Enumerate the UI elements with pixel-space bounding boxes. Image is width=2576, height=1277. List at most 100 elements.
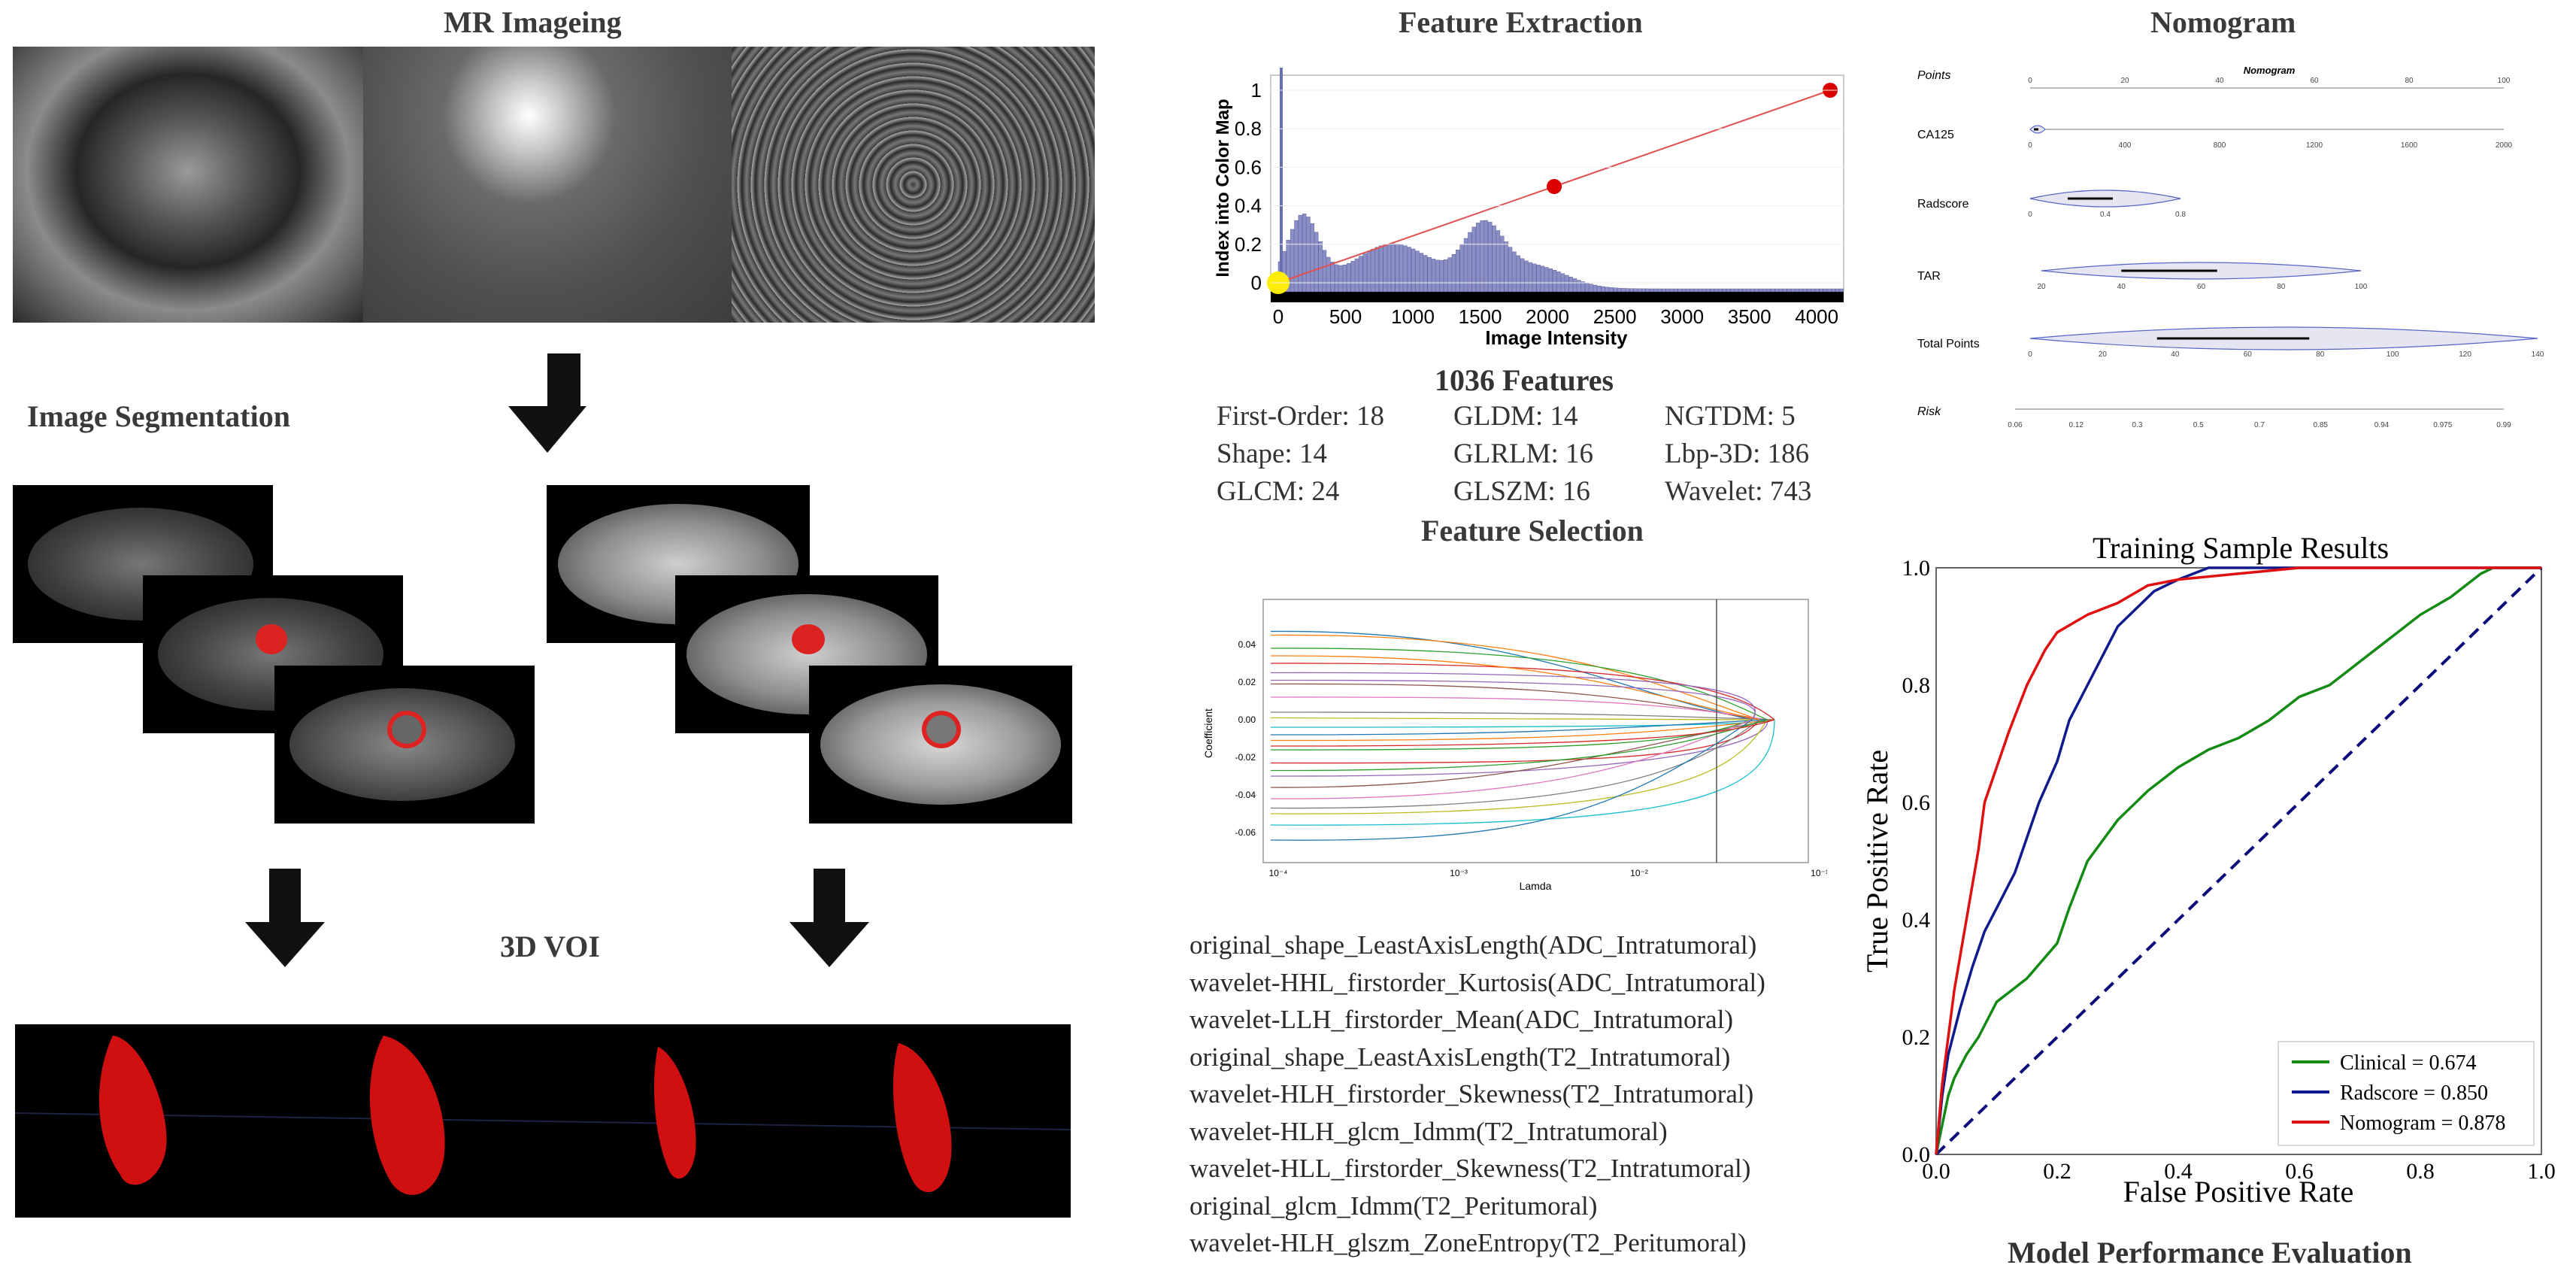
nomogram-tick-label: 20 xyxy=(2037,283,2046,291)
x-tick-label: 3500 xyxy=(1728,305,1771,328)
histogram-bar xyxy=(1556,271,1561,293)
histogram-bar xyxy=(1286,240,1290,293)
feature-group: GLSZM: 16 xyxy=(1453,476,1590,507)
histogram-bar xyxy=(1742,288,1747,293)
nomogram-row-label: Radscore xyxy=(1917,198,1969,211)
feature-groups: First-Order: 18 GLDM: 14 NGTDM: 5 Shape:… xyxy=(1217,400,1848,513)
selected-feature: wavelet-HHL_firstorder_Kurtosis(ADC_Intr… xyxy=(1190,967,1765,997)
histogram-bar xyxy=(1391,243,1396,293)
y-tick-label: 1 xyxy=(1251,79,1262,102)
y-axis-label: Coefficient xyxy=(1202,708,1214,758)
y-tick-label: -0.02 xyxy=(1235,752,1256,763)
selected-feature: wavelet-HLH_glcm_Idmm(T2_Intratumoral) xyxy=(1190,1116,1668,1146)
coefficient-path xyxy=(1270,634,1760,720)
legend-label: Radscore = 0.850 xyxy=(2340,1081,2488,1105)
histogram-bar xyxy=(1459,244,1464,293)
feature-group: Shape: 14 xyxy=(1217,438,1327,469)
y-axis-label: True Positive Rate xyxy=(1865,750,1894,972)
coefficient-path xyxy=(1270,711,1775,720)
histogram-bar xyxy=(1314,232,1319,293)
colormap-bar xyxy=(1271,292,1844,302)
nomogram-tick-label: 0.12 xyxy=(2069,421,2084,429)
histogram-bar xyxy=(1762,288,1767,293)
histogram-bar xyxy=(1819,288,1823,293)
coefficient-path xyxy=(1270,719,1775,747)
x-tick-label: 10⁻¹ xyxy=(1811,868,1827,878)
nomogram-tick-label: 0.4 xyxy=(2100,211,2111,219)
histogram-bar xyxy=(1637,288,1642,293)
histogram-bar xyxy=(1621,288,1626,293)
histogram-bar xyxy=(1593,284,1598,293)
histogram-bar xyxy=(1399,244,1404,293)
histogram-bar xyxy=(1471,226,1476,293)
nomogram-tick-label: 40 xyxy=(2215,77,2224,85)
histogram-bar xyxy=(1572,278,1577,293)
feature-group: GLCM: 24 xyxy=(1217,476,1340,507)
nomogram-tick-label: 0.5 xyxy=(2193,421,2204,429)
nomogram-tick-label: 0.975 xyxy=(2433,421,2452,429)
histogram-bar xyxy=(1500,235,1505,293)
histogram-bar xyxy=(1524,260,1529,293)
histogram-bar xyxy=(1411,248,1416,293)
selected-features-list: original_shape_LeastAxisLength(ADC_Intra… xyxy=(1190,927,1765,1262)
histogram-bar xyxy=(1439,259,1444,293)
voi-render xyxy=(14,1036,1071,1195)
roc-curve xyxy=(1935,566,2541,1155)
x-tick-label: 500 xyxy=(1329,305,1362,328)
coefficient-path xyxy=(1270,696,1768,720)
y-tick-label: 0.8 xyxy=(1902,673,1931,698)
histogram-bar xyxy=(1657,288,1662,293)
histogram-bar xyxy=(1589,284,1593,293)
histogram-bar xyxy=(1334,264,1339,293)
nomogram-tick-label: 20 xyxy=(2099,350,2108,359)
histogram-bar xyxy=(1738,288,1743,293)
histogram-bar xyxy=(1310,223,1315,293)
coefficient-path xyxy=(1270,719,1768,777)
histogram-bar xyxy=(1362,253,1367,293)
nomogram-tick-label: 60 xyxy=(2244,350,2253,359)
colormap-point[interactable] xyxy=(1547,179,1562,194)
mr-image-strip xyxy=(13,47,1095,323)
histogram-bar xyxy=(1790,288,1796,293)
histogram-bar xyxy=(1706,288,1711,293)
histogram-bar xyxy=(1366,250,1371,293)
x-axis-label: Lamda xyxy=(1520,880,1552,892)
histogram-bar xyxy=(1553,270,1557,293)
histogram-bar xyxy=(1565,275,1569,293)
x-axis-label: Image Intensity xyxy=(1485,326,1628,349)
nomogram-tick-label: 60 xyxy=(2310,77,2319,85)
histogram-bar xyxy=(1629,288,1634,293)
y-tick-label: 0.8 xyxy=(1235,117,1262,140)
nomogram-tick-label: 0.94 xyxy=(2374,421,2390,429)
histogram-bar xyxy=(1645,288,1650,293)
feature-extraction-title: Feature Extraction xyxy=(1399,5,1643,39)
histogram-bar xyxy=(1468,232,1472,293)
seg-slice-t2-2 xyxy=(675,575,938,733)
histogram-bar xyxy=(1496,230,1501,293)
y-tick-label: 0 xyxy=(1251,271,1262,294)
roc-curve xyxy=(1935,566,2541,1155)
legend-label: Clinical = 0.674 xyxy=(2340,1051,2476,1075)
feature-group: First-Order: 18 xyxy=(1217,401,1384,432)
histogram-bars xyxy=(1277,68,1844,293)
histogram-bar xyxy=(1585,283,1590,293)
histogram-bar xyxy=(1435,259,1440,293)
histogram-bar xyxy=(1476,223,1480,293)
arrow-head-icon xyxy=(508,406,586,453)
coefficient-path xyxy=(1270,683,1760,720)
histogram-bar xyxy=(1322,250,1327,293)
selected-feature: original_glcm_Idmm(T2_Peritumoral) xyxy=(1190,1191,1598,1221)
histogram-bar xyxy=(1395,244,1399,293)
legend-label: Nomogram = 0.878 xyxy=(2340,1112,2505,1135)
histogram-bar xyxy=(1681,288,1687,293)
histogram-bar xyxy=(1451,254,1456,293)
histogram-bar xyxy=(1601,286,1605,293)
feature-selection-title: Feature Selection xyxy=(1421,514,1644,548)
histogram-bar xyxy=(1456,250,1460,293)
histogram-bar xyxy=(1665,288,1670,293)
chart-title: Training Sample Results xyxy=(2093,531,2389,565)
y-axis-label: Index into Color Map xyxy=(1213,99,1233,277)
voi-render-strip xyxy=(14,1024,1071,1218)
histogram-bar xyxy=(1835,288,1840,293)
